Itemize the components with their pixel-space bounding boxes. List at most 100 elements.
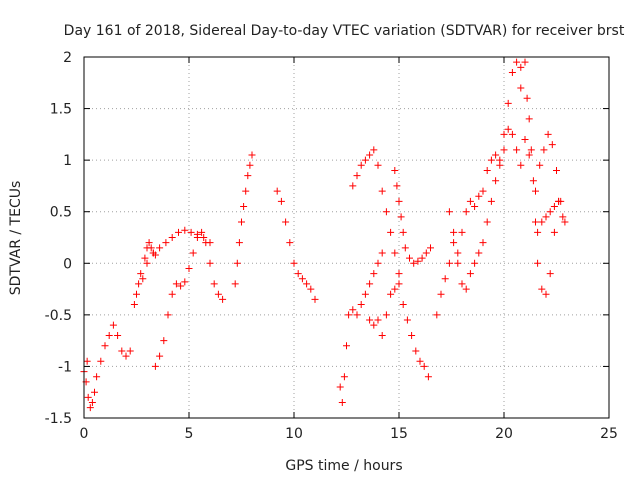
data-point [420, 362, 428, 370]
data-point [550, 203, 558, 211]
series-arc-o [534, 197, 567, 236]
data-point [248, 151, 256, 159]
series-arc-i [366, 280, 432, 381]
data-point [361, 156, 369, 164]
data-point [427, 244, 434, 252]
data-point [538, 285, 546, 293]
data-point [83, 357, 91, 365]
data-point [492, 151, 500, 159]
data-point [307, 285, 315, 293]
data-point [156, 352, 164, 360]
data-point [525, 115, 533, 123]
axis-ticks [83, 56, 610, 419]
data-point [382, 311, 390, 319]
data-point [414, 257, 422, 265]
data-point [408, 331, 416, 339]
data-point [160, 337, 168, 345]
data-point [156, 244, 164, 252]
data-point [277, 197, 285, 205]
data-point [181, 226, 189, 234]
data-point [374, 316, 382, 324]
data-point [374, 161, 382, 169]
data-point [97, 357, 105, 365]
data-point [187, 228, 195, 236]
data-point [126, 347, 134, 355]
data-point [172, 280, 180, 288]
data-point [546, 208, 554, 216]
data-point [141, 254, 149, 262]
y-tick-label: 0 [63, 256, 72, 272]
data-point [399, 228, 407, 236]
data-point [500, 146, 508, 154]
data-point [387, 228, 395, 236]
series-arc-h [349, 146, 403, 278]
data-point [542, 213, 550, 221]
y-tick-label: 0.5 [50, 205, 72, 221]
data-point [168, 234, 176, 241]
data-point [395, 270, 403, 278]
data-point [349, 182, 357, 190]
data-point [286, 239, 294, 247]
data-point [487, 197, 495, 205]
data-point [544, 130, 552, 138]
data-marks [80, 58, 569, 412]
data-point [130, 301, 138, 309]
data-point [246, 161, 254, 169]
data-point [418, 254, 426, 262]
data-point [529, 177, 537, 185]
data-point [118, 347, 126, 355]
data-point [122, 352, 130, 360]
data-point [466, 197, 474, 205]
data-point [378, 187, 386, 195]
series-arc-e [231, 151, 256, 288]
data-point [483, 166, 491, 174]
data-point [403, 316, 411, 324]
data-point [454, 259, 462, 267]
data-point [231, 280, 239, 288]
x-tick-label: 20 [495, 426, 513, 442]
data-point [559, 213, 567, 221]
data-point [553, 166, 560, 174]
data-point [343, 342, 350, 350]
series-arc-n [532, 130, 569, 226]
series-arc-k [433, 125, 533, 319]
data-point [353, 172, 361, 180]
data-point [135, 280, 143, 288]
data-point [532, 218, 539, 226]
data-point [210, 280, 218, 288]
x-tick-label: 10 [285, 426, 303, 442]
data-point [525, 151, 533, 159]
data-point [175, 228, 182, 236]
data-point [433, 311, 441, 319]
data-point [391, 249, 399, 257]
data-point [504, 125, 512, 133]
data-point [513, 58, 521, 66]
data-point [149, 249, 157, 257]
data-point [521, 58, 529, 66]
data-point [177, 282, 185, 290]
data-point [391, 166, 399, 174]
data-point [475, 249, 483, 257]
data-point [483, 218, 491, 226]
data-point [517, 161, 525, 169]
data-point [282, 218, 290, 226]
chart-title: Day 161 of 2018, Sidereal Day-to-day VTE… [64, 23, 625, 39]
data-point [361, 290, 369, 298]
data-point [523, 94, 531, 102]
data-point [546, 270, 554, 278]
x-tick-label: 25 [600, 426, 618, 442]
data-point [143, 259, 151, 267]
data-point [88, 399, 96, 407]
y-tick-labels: -1.5 -1 -0.5 0 0.5 1 1.5 2 [45, 50, 72, 427]
x-tick-label: 15 [390, 426, 408, 442]
data-point [233, 259, 241, 267]
x-tick-labels: 0 5 10 15 20 25 [80, 426, 618, 442]
series-arc-f [273, 187, 319, 303]
data-point [504, 99, 512, 107]
data-point [366, 280, 374, 288]
data-point [492, 177, 500, 185]
y-tick-label: 1.5 [50, 102, 72, 118]
plot-frame [83, 56, 610, 419]
data-point [114, 331, 122, 339]
data-point [86, 404, 94, 412]
